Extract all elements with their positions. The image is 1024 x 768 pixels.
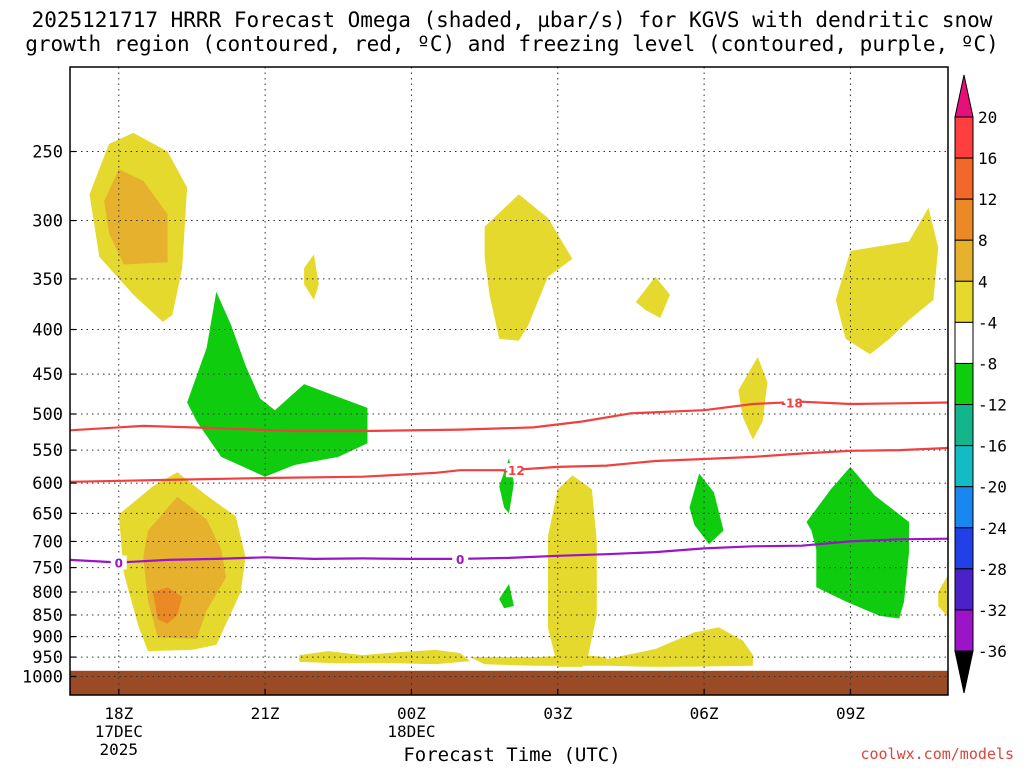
contour-label: 0	[456, 553, 464, 567]
y-tick-label: 350	[32, 270, 63, 290]
x-tick-date: 18DEC	[387, 722, 435, 741]
colorbar: 20 16 12 8 4 -4 -8 -12 -16 -20 -24 -28 -32 -36	[954, 74, 1007, 694]
y-tick-label: 450	[32, 365, 63, 385]
omega-region-7	[484, 194, 573, 341]
colorbar-label: 8	[978, 231, 988, 250]
omega-region-14	[689, 473, 724, 545]
colorbar-label: -12	[978, 396, 1007, 415]
isotherm-contours: -18 -12 0 0	[69, 395, 949, 570]
y-tick-label: 550	[32, 441, 63, 461]
omega-region-1	[104, 169, 168, 265]
contour-label-bg	[110, 555, 127, 570]
x-tick-label: 21Z	[251, 704, 280, 723]
colorbar-label: 16	[978, 149, 997, 168]
colorbar-label: -24	[978, 519, 1007, 538]
omega-shading-layer	[89, 132, 948, 667]
colorbar-swatch	[954, 527, 974, 570]
y-tick-label: 950	[32, 648, 63, 668]
colorbar-top-arrow	[954, 74, 974, 118]
colorbar-swatch	[954, 445, 974, 488]
colorbar-label: 12	[978, 190, 997, 209]
contour-label: -12	[503, 464, 525, 478]
terrain-band	[70, 670, 948, 695]
omega-region-6	[187, 291, 368, 477]
colorbar-swatch	[954, 486, 974, 529]
y-tick-label: 850	[32, 606, 63, 626]
colorbar-swatch	[954, 239, 974, 282]
colorbar-swatch	[954, 404, 974, 447]
colorbar-label: -32	[978, 601, 1007, 620]
contour-line-1	[69, 446, 949, 483]
omega-region-5	[304, 254, 319, 300]
colorbar-swatch	[954, 321, 974, 364]
omega-region-10	[738, 356, 768, 440]
y-tick-label: 750	[32, 559, 63, 579]
colorbar-label: -28	[978, 560, 1007, 579]
colorbar-label: -20	[978, 478, 1007, 497]
y-tick-label: 500	[32, 405, 63, 425]
y-tick-label: 700	[32, 532, 63, 552]
y-tick-label: 250	[32, 143, 63, 163]
chart-title-line-1: 2025121717 HRRR Forecast Omega (shaded, …	[31, 8, 993, 32]
source-credit: coolwx.com/models	[860, 745, 1014, 763]
chart-title-line-2: growth region (contoured, red, ºC) and f…	[25, 32, 999, 56]
x-tick-year: 2025	[100, 740, 139, 759]
colorbar-label: 20	[978, 108, 997, 127]
colorbar-swatch	[954, 568, 974, 611]
y-tick-label: 1000	[22, 668, 63, 688]
x-tick-label: 00Z	[397, 704, 426, 723]
x-axis-title: Forecast Time (UTC)	[403, 744, 621, 766]
y-tick-label: 650	[32, 504, 63, 524]
contour-line-2	[69, 537, 949, 564]
colorbar-swatch	[954, 609, 974, 652]
colorbar-bottom-arrow	[954, 650, 974, 694]
contour-label-bg	[783, 395, 800, 410]
omega-region-19	[606, 627, 753, 667]
omega-region-15	[806, 466, 909, 619]
x-tick-label: 03Z	[543, 704, 572, 723]
omega-region-18	[470, 655, 607, 666]
contour-label-bg	[505, 463, 522, 478]
x-tick-label: 06Z	[690, 704, 719, 723]
omega-region-8	[635, 276, 670, 318]
y-axis: 2503003504004505005506006507007508008509…	[22, 143, 76, 688]
y-tick-label: 400	[32, 321, 63, 341]
colorbar-swatch	[954, 116, 974, 159]
gridlines	[70, 67, 948, 695]
colorbar-label: -16	[978, 437, 1007, 456]
x-tick-label: 09Z	[836, 704, 865, 723]
x-tick-date: 17DEC	[95, 722, 143, 741]
y-tick-label: 800	[32, 583, 63, 603]
colorbar-swatch	[954, 362, 974, 406]
colorbar-swatch	[954, 198, 974, 241]
omega-region-9	[835, 207, 939, 355]
omega-region-12	[499, 583, 514, 609]
omega-region-16	[938, 575, 948, 618]
y-tick-label: 900	[32, 628, 63, 648]
contour-label-bg	[452, 551, 469, 566]
colorbar-label: -4	[978, 313, 997, 332]
omega-region-13	[548, 475, 597, 667]
contour-line-0	[69, 400, 949, 433]
colorbar-swatch	[954, 280, 974, 323]
y-tick-label: 600	[32, 474, 63, 494]
x-tick-label: 18Z	[104, 704, 133, 723]
colorbar-label: -36	[978, 642, 1007, 661]
colorbar-label: -8	[978, 354, 997, 373]
plot-frame	[69, 66, 949, 696]
contour-label: 0	[115, 556, 123, 570]
colorbar-swatch	[954, 157, 974, 200]
colorbar-label: 4	[978, 272, 988, 291]
contour-label: -18	[781, 396, 803, 410]
terrain-layer	[70, 670, 948, 695]
y-tick-label: 300	[32, 212, 63, 232]
